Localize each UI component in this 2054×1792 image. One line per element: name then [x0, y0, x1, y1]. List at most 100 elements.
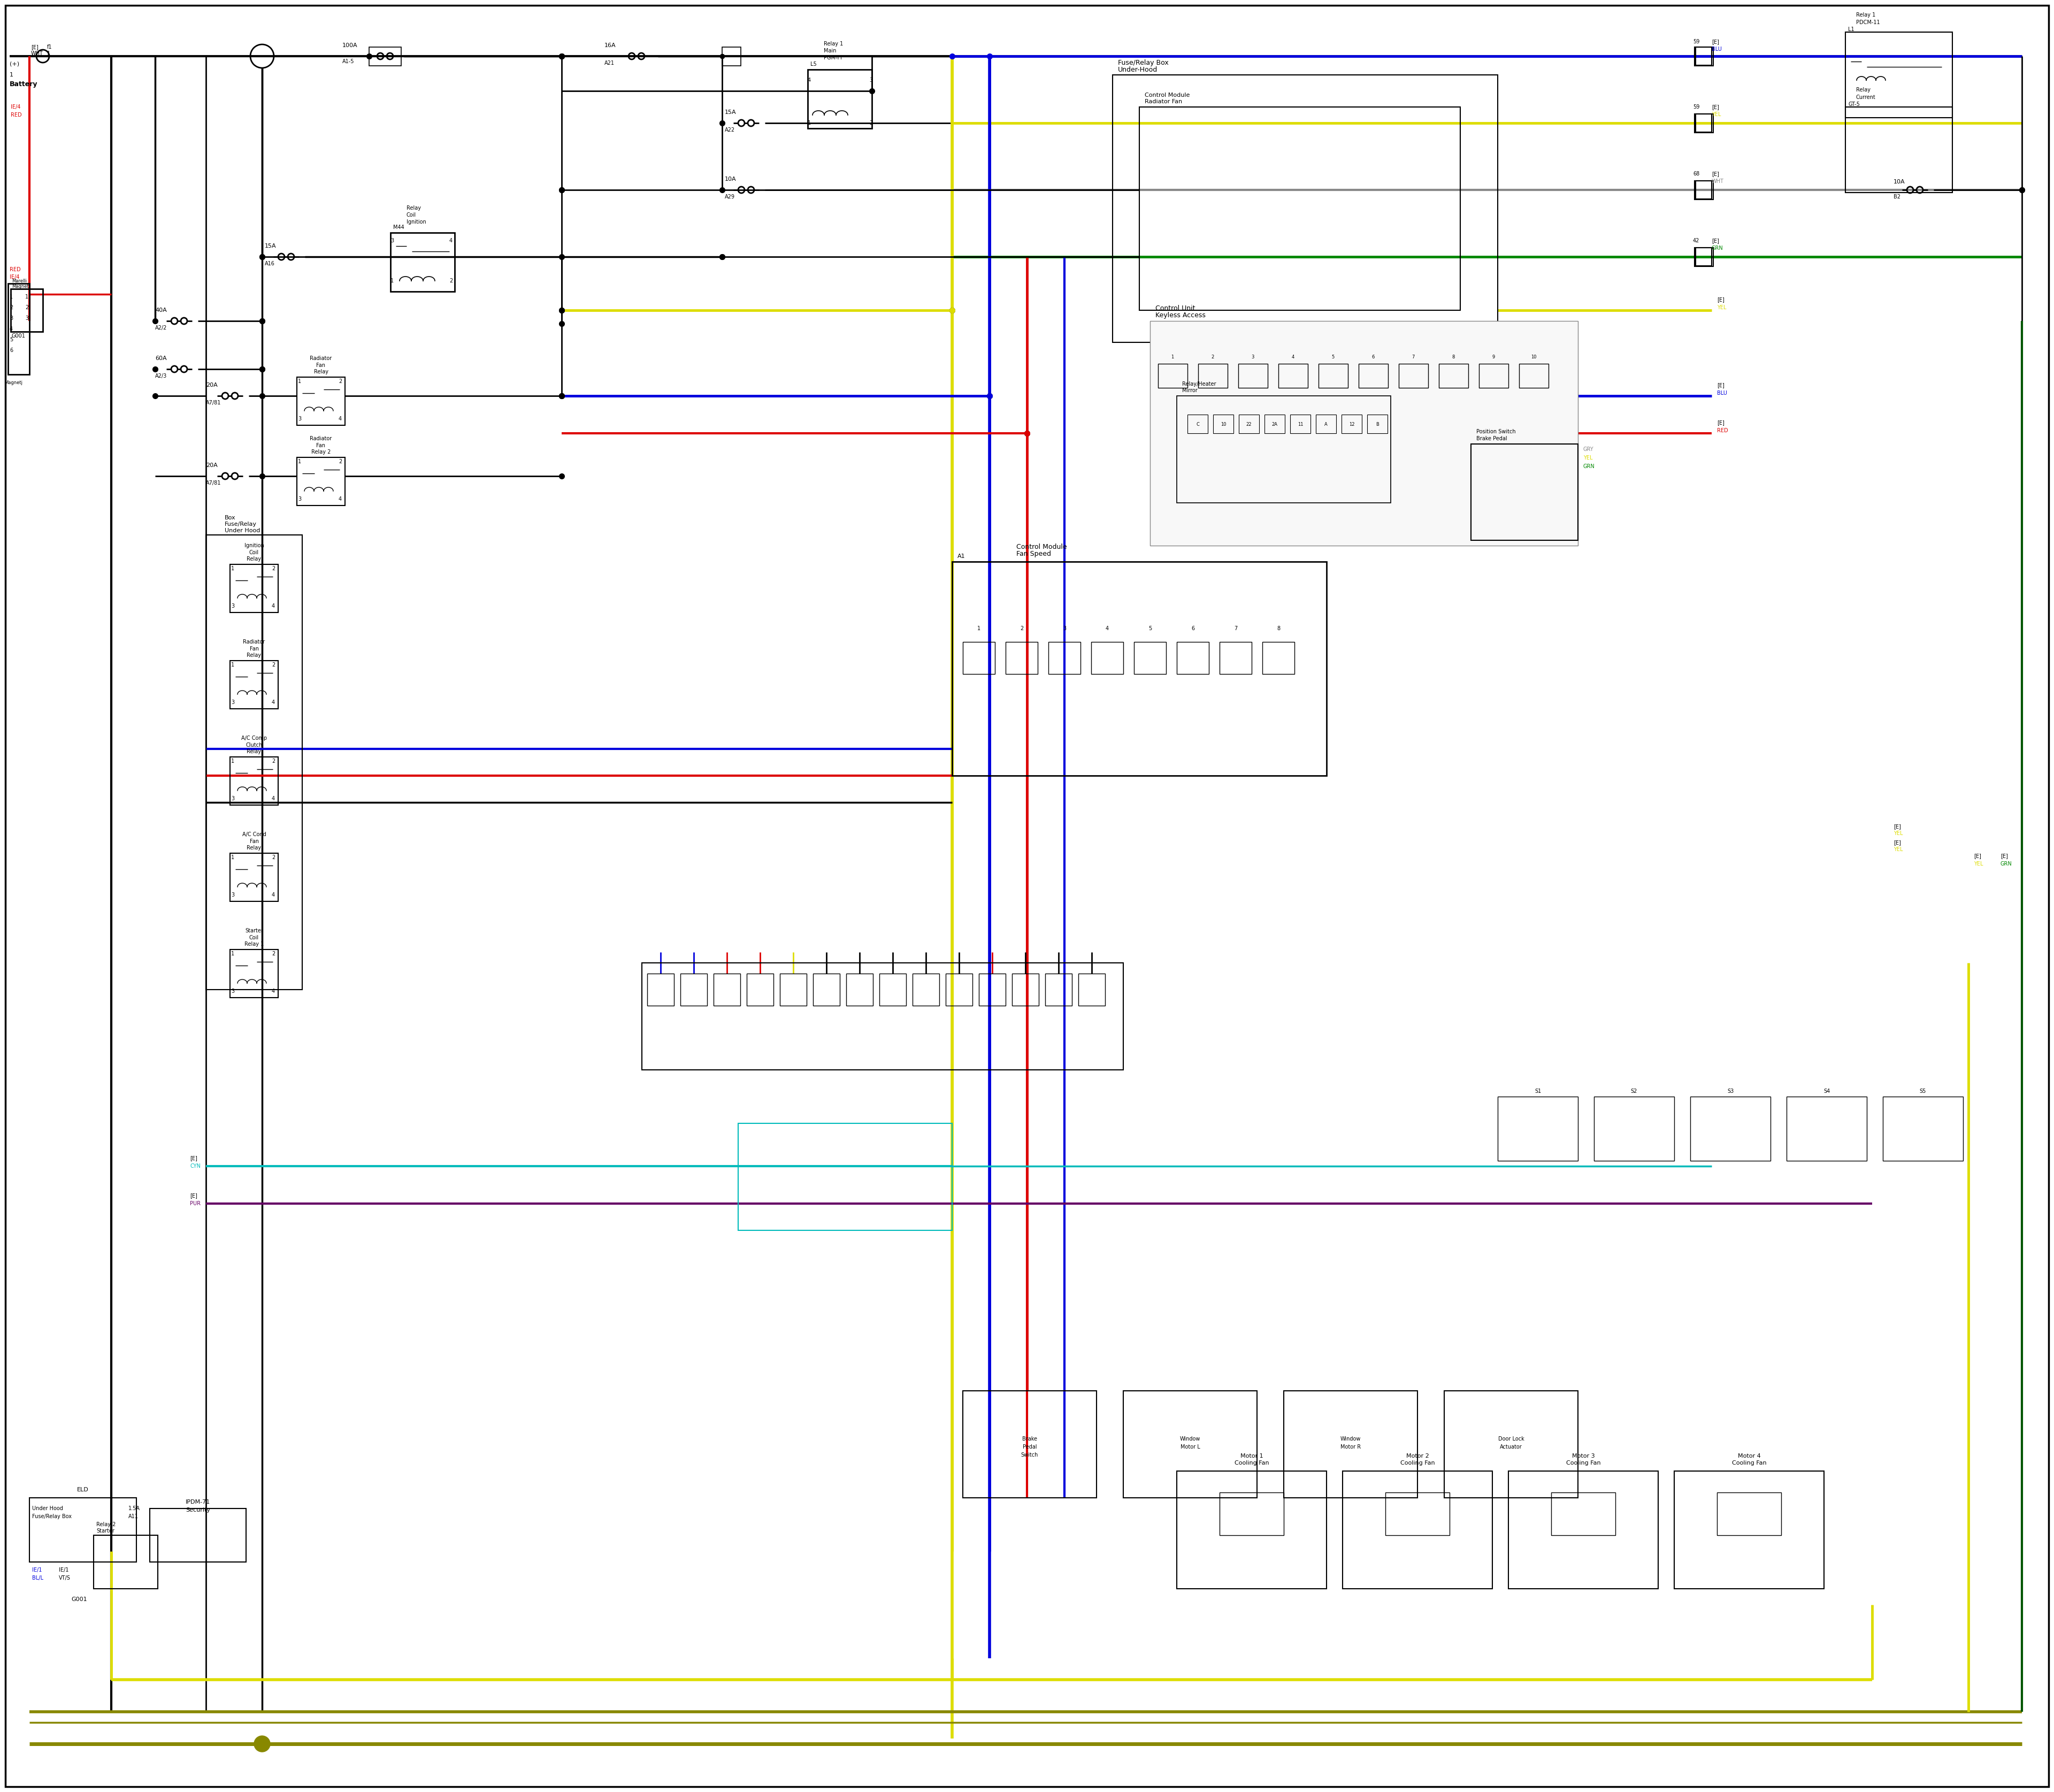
Text: [E]: [E]: [2001, 853, 2009, 858]
Text: Battery: Battery: [10, 81, 37, 88]
Text: 2: 2: [339, 378, 341, 383]
Bar: [1594, 1097, 1674, 1161]
Text: Window: Window: [1179, 1435, 1200, 1441]
Text: 20A: 20A: [205, 382, 218, 387]
Text: 10A: 10A: [725, 177, 735, 181]
Text: 10A: 10A: [1894, 179, 1906, 185]
Text: 6: 6: [10, 348, 12, 353]
Text: YEL: YEL: [1711, 111, 1721, 116]
Text: BL/L: BL/L: [33, 1575, 43, 1581]
Text: S5: S5: [1920, 1088, 1927, 1093]
Text: IE/1: IE/1: [60, 1568, 68, 1573]
Bar: [1197, 364, 1228, 387]
Text: Magneti: Magneti: [12, 283, 31, 289]
Text: YEL: YEL: [1717, 305, 1725, 310]
Text: 1: 1: [230, 758, 234, 763]
Text: 1: 1: [807, 120, 811, 125]
Bar: [230, 756, 277, 805]
Bar: [1697, 247, 1711, 265]
Text: GRN: GRN: [2001, 862, 2013, 867]
Text: Starter: Starter: [244, 928, 263, 934]
Text: GRN: GRN: [1584, 464, 1594, 470]
Text: WHT: WHT: [31, 50, 43, 56]
Text: A21: A21: [604, 61, 614, 66]
Text: Relay: Relay: [246, 846, 261, 851]
Bar: [1150, 321, 1577, 545]
Text: Control Module: Control Module: [1017, 543, 1066, 550]
Bar: [1187, 414, 1208, 434]
Text: A7/81: A7/81: [205, 400, 222, 405]
Text: 6: 6: [1372, 355, 1374, 360]
Text: Fan: Fan: [316, 362, 325, 367]
Bar: [1013, 973, 1039, 1005]
Text: Fan: Fan: [249, 839, 259, 844]
Text: G001: G001: [12, 333, 25, 339]
Bar: [1520, 364, 1549, 387]
Text: [E]: [E]: [31, 45, 39, 50]
Text: 1: 1: [390, 278, 394, 283]
Bar: [1140, 108, 1460, 310]
Bar: [1497, 1097, 1577, 1161]
Text: 10: 10: [1530, 355, 1536, 360]
Bar: [1674, 1471, 1824, 1590]
Text: 2: 2: [271, 663, 275, 668]
Text: Relay: Relay: [1857, 88, 1871, 93]
Text: Fan: Fan: [249, 647, 259, 652]
Text: 10: 10: [1220, 421, 1226, 426]
Text: 2: 2: [1021, 625, 1023, 631]
Text: IE/4: IE/4: [10, 274, 18, 280]
Bar: [1239, 364, 1267, 387]
Bar: [10, 289, 43, 332]
Text: RED: RED: [10, 113, 23, 118]
Text: 5: 5: [1148, 625, 1152, 631]
Text: Fuse/Relay: Fuse/Relay: [224, 521, 257, 527]
Bar: [647, 973, 674, 1005]
Text: 3: 3: [869, 77, 873, 82]
Bar: [723, 47, 741, 66]
Text: IPDM-71: IPDM-71: [185, 1500, 210, 1505]
Bar: [29, 1498, 136, 1563]
Text: 3: 3: [230, 604, 234, 609]
Bar: [205, 536, 302, 989]
Text: 4: 4: [271, 892, 275, 898]
Bar: [1124, 1391, 1257, 1498]
Text: 15A: 15A: [265, 244, 277, 249]
Bar: [230, 950, 277, 998]
Bar: [1508, 1471, 1658, 1590]
Text: BLU: BLU: [1717, 391, 1727, 396]
Bar: [879, 973, 906, 1005]
Text: Relay 1: Relay 1: [244, 941, 263, 946]
Text: 6: 6: [1191, 625, 1195, 631]
Bar: [1290, 414, 1310, 434]
Text: 2: 2: [271, 566, 275, 572]
Bar: [813, 973, 840, 1005]
Text: B2: B2: [1894, 194, 1900, 199]
Text: Relay 1: Relay 1: [1857, 13, 1875, 18]
Text: 3: 3: [298, 416, 302, 421]
Text: Relay 1: Relay 1: [824, 41, 842, 47]
Text: Actuator: Actuator: [1499, 1444, 1522, 1450]
Text: [E]: [E]: [1711, 104, 1719, 109]
Text: 3: 3: [1062, 625, 1066, 631]
Text: 5: 5: [10, 337, 12, 342]
Text: Control Module: Control Module: [1144, 93, 1189, 99]
Text: 2: 2: [271, 758, 275, 763]
Text: 4: 4: [10, 326, 12, 332]
Bar: [1343, 1471, 1493, 1590]
Bar: [1690, 1097, 1771, 1161]
Text: 42: 42: [1692, 238, 1699, 244]
Text: Relay/Heater: Relay/Heater: [1183, 382, 1216, 387]
Text: 1: 1: [230, 952, 234, 957]
Text: A1: A1: [957, 554, 965, 559]
Text: Coil: Coil: [407, 213, 417, 217]
Text: G001: G001: [72, 1597, 86, 1602]
Text: Cooling Fan: Cooling Fan: [1732, 1460, 1766, 1466]
Bar: [641, 962, 1124, 1070]
Text: A2/2: A2/2: [156, 324, 166, 330]
Text: 3: 3: [10, 315, 12, 321]
Text: Ignition: Ignition: [407, 219, 425, 224]
Bar: [748, 973, 774, 1005]
Text: Radiator Fan: Radiator Fan: [1144, 99, 1183, 104]
Text: 2: 2: [271, 855, 275, 860]
Text: 1: 1: [298, 459, 302, 464]
